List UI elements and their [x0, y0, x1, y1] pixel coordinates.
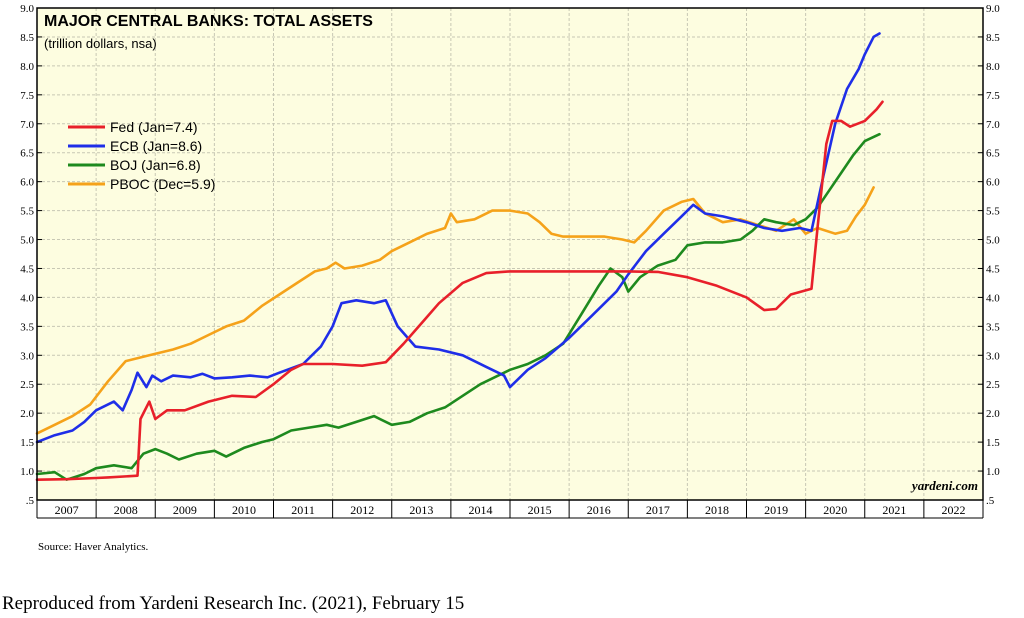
y-tick-label-right: 5.0 [986, 235, 1000, 247]
y-tick-label-left: 4.5 [20, 263, 34, 275]
y-tick-label-left: 8.0 [20, 61, 34, 73]
y-tick-label-left: 7.5 [20, 90, 34, 102]
axes: 9.0 9.0 8.5 8.5 8.0 8.0 7.5 7.5 7.0 7.0 6.5 6.5 6.0 6… [20, 3, 1000, 519]
legend-label-boj: BOJ (Jan=6.8) [110, 157, 201, 173]
series-line-boj [35, 132, 881, 481]
figure-caption: Reproduced from Yardeni Research Inc. (2… [2, 593, 465, 614]
series-line-fed [35, 100, 884, 481]
x-tick-label: 2007 [55, 503, 79, 517]
x-tick-label: 2014 [468, 503, 492, 517]
x-tick-label: 2015 [528, 503, 552, 517]
y-tick-label-right: 2.0 [986, 408, 1000, 420]
series-line-ecb [35, 32, 881, 444]
x-tick-label: 2019 [764, 503, 788, 517]
x-tick-label: 2013 [409, 503, 433, 517]
legend-label-ecb: ECB (Jan=8.6) [110, 138, 202, 154]
watermark: yardeni.com [910, 478, 978, 493]
grid [37, 7, 983, 501]
y-tick-label-left: 6.0 [20, 177, 34, 189]
y-tick-label-right: 1.5 [986, 437, 1000, 449]
y-tick-label-right: 6.5 [986, 148, 1000, 160]
y-tick-label-left: 1.5 [20, 437, 34, 449]
y-tick-label-left: 2.0 [20, 408, 34, 420]
chart-title: MAJOR CENTRAL BANKS: TOTAL ASSETS [44, 13, 373, 30]
y-tick-label-left: 7.0 [20, 119, 34, 131]
legend-label-pboc: PBOC (Dec=5.9) [110, 176, 215, 192]
x-tick-label: 2018 [705, 503, 729, 517]
x-tick-label: 2017 [646, 503, 670, 517]
y-tick-label-right: .5 [986, 495, 995, 507]
y-tick-label-right: 9.0 [986, 3, 1000, 15]
y-tick-label-left: 9.0 [20, 3, 34, 15]
x-tick-label: 2008 [114, 503, 138, 517]
y-tick-label-right: 7.5 [986, 90, 1000, 102]
x-tick-label: 2020 [823, 503, 847, 517]
y-tick-label-left: 4.0 [20, 292, 34, 304]
x-tick-label: 2022 [941, 503, 965, 517]
y-tick-label-left: 5.0 [20, 235, 34, 247]
y-tick-label-left: 6.5 [20, 148, 34, 160]
series-layer [35, 32, 884, 481]
y-tick-label-left: 5.5 [20, 206, 34, 218]
legend-label-fed: Fed (Jan=7.4) [110, 119, 198, 135]
y-tick-label-left: 1.0 [20, 466, 34, 478]
y-tick-label-right: 7.0 [986, 119, 1000, 131]
y-tick-label-right: 5.5 [986, 206, 1000, 218]
x-tick-label: 2009 [173, 503, 197, 517]
y-tick-label-right: 1.0 [986, 466, 1000, 478]
y-tick-label-right: 4.0 [986, 292, 1000, 304]
y-tick-label-left: 3.0 [20, 350, 34, 362]
y-tick-label-left: 3.5 [20, 321, 34, 333]
y-tick-label-left: 2.5 [20, 379, 34, 391]
y-tick-label-left: .5 [26, 495, 35, 507]
source-note: Source: Haver Analytics. [38, 541, 149, 553]
legend: Fed (Jan=7.4) ECB (Jan=8.6) BOJ (Jan=6.8) P… [68, 119, 215, 192]
y-tick-label-right: 3.0 [986, 350, 1000, 362]
chart-subtitle: (trillion dollars, nsa) [44, 36, 157, 51]
y-tick-label-right: 4.5 [986, 263, 1000, 275]
x-tick-label: 2021 [882, 503, 906, 517]
y-tick-label-right: 2.5 [986, 379, 1000, 391]
y-tick-label-right: 6.0 [986, 177, 1000, 189]
y-tick-label-right: 3.5 [986, 321, 1000, 333]
y-tick-label-right: 8.5 [986, 32, 1000, 44]
chart: 9.0 9.0 8.5 8.5 8.0 8.0 7.5 7.5 7.0 7.0 6.5 6.5 6.0 6… [20, 3, 1000, 519]
y-tick-label-left: 8.5 [20, 32, 34, 44]
y-tick-label-right: 8.0 [986, 61, 1000, 73]
x-tick-label: 2012 [350, 503, 374, 517]
x-tick-label: 2016 [587, 503, 611, 517]
x-tick-label: 2010 [232, 503, 256, 517]
x-tick-label: 2011 [291, 503, 315, 517]
